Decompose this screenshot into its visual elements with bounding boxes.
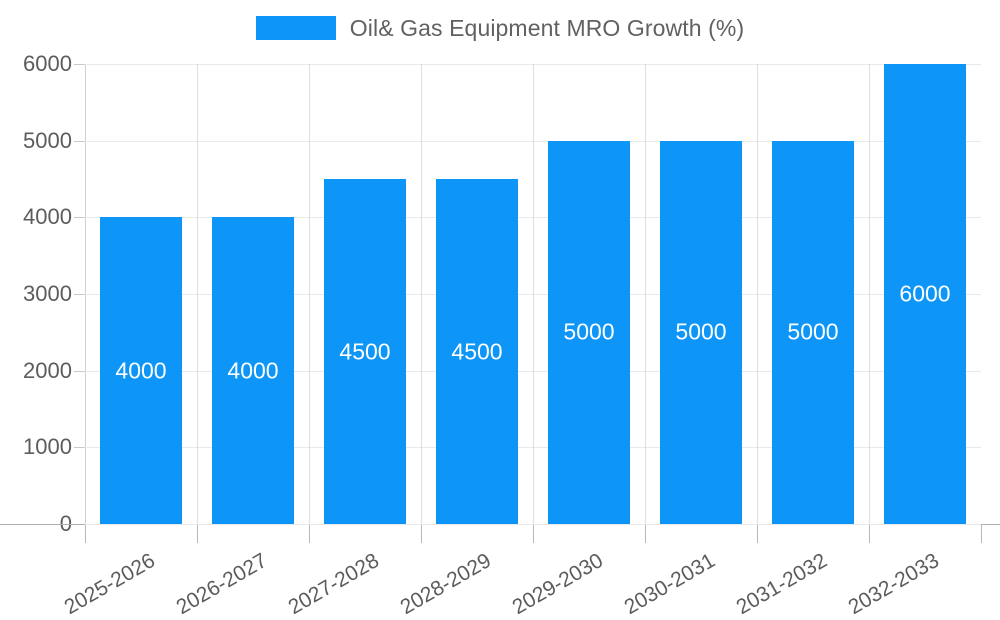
legend-color-swatch-icon	[255, 16, 336, 40]
y-axis-tick-mark	[74, 447, 85, 449]
gridline-vertical	[869, 64, 870, 524]
y-axis-tick-label: 1000	[23, 434, 72, 460]
y-axis-tick-mark	[74, 217, 85, 219]
x-axis-category-label: 2028-2029	[396, 549, 495, 620]
y-axis-tick-mark	[74, 370, 85, 372]
chart-legend: Oil& Gas Equipment MRO Growth (%)	[0, 0, 1000, 56]
gridline-horizontal	[85, 524, 981, 525]
x-axis-tick-mark	[533, 525, 534, 543]
gridline-vertical	[533, 64, 534, 524]
y-axis-tick-mark	[74, 294, 85, 295]
x-axis-category-label: 2030-2031	[620, 549, 719, 620]
x-axis-tick-mark	[869, 525, 870, 543]
y-axis-tick-label: 2000	[23, 357, 72, 383]
x-axis-category-label: 2026-2027	[172, 549, 271, 620]
gridline-vertical	[197, 64, 198, 524]
y-axis-tick-mark	[74, 64, 85, 65]
x-axis-tick-mark	[197, 525, 198, 543]
x-axis-category-label: 2025-2026	[60, 549, 159, 620]
bar[interactable]	[324, 179, 406, 524]
y-axis-tick-label: 0	[59, 511, 72, 536]
legend-item-label: Oil& Gas Equipment MRO Growth (%)	[349, 14, 745, 41]
x-axis-tick-mark	[309, 525, 310, 543]
x-axis-tick-mark	[85, 525, 86, 543]
bar[interactable]	[436, 179, 518, 524]
x-axis-tick-mark	[645, 525, 646, 543]
y-axis-tick-label: 4000	[23, 204, 72, 230]
bar[interactable]	[884, 64, 966, 524]
bar[interactable]	[660, 140, 742, 524]
bar[interactable]	[548, 140, 630, 524]
x-axis-category-label: 2027-2028	[284, 549, 383, 620]
gridline-vertical	[645, 64, 646, 524]
x-axis-category-label: 2029-2030	[508, 549, 607, 620]
y-axis-tick-label: 3000	[23, 281, 72, 306]
y-axis-tick-mark	[74, 140, 85, 142]
gridline-vertical	[421, 64, 422, 524]
x-axis-category-label: 2032-2033	[844, 549, 943, 620]
y-axis-tick-label: 6000	[23, 51, 72, 76]
x-axis-category-label: 2031-2032	[732, 549, 831, 620]
gridline-vertical	[757, 64, 758, 524]
bar[interactable]	[212, 217, 294, 524]
gridline-vertical	[309, 64, 310, 524]
y-axis-tick-label: 5000	[23, 127, 72, 153]
x-axis-tick-mark	[757, 525, 758, 543]
bar[interactable]	[100, 217, 182, 524]
x-axis-tick-mark	[421, 525, 422, 543]
plot-area: 4000 4000 4500 4500 5000 5000 5000 6000	[85, 64, 981, 525]
bar[interactable]	[772, 140, 854, 524]
x-axis-tick-mark	[981, 525, 982, 543]
legend-item-series-0[interactable]: Oil& Gas Equipment MRO Growth (%)	[255, 14, 745, 42]
